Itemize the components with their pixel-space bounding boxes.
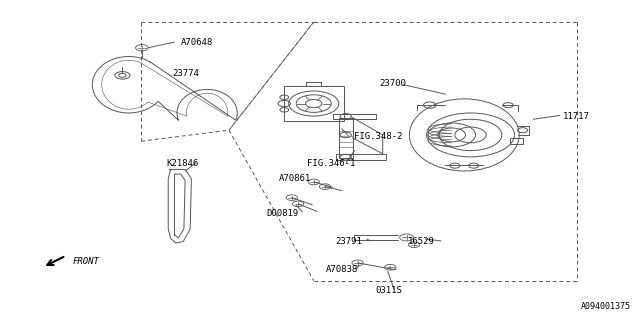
Text: A70861: A70861 <box>279 174 312 183</box>
Bar <box>284 86 344 121</box>
Text: 16529: 16529 <box>408 237 435 246</box>
Text: A094001375: A094001375 <box>580 302 630 311</box>
Text: FRONT: FRONT <box>72 257 99 267</box>
Bar <box>333 114 376 119</box>
Text: FIG.348-2: FIG.348-2 <box>355 132 403 141</box>
Text: A70838: A70838 <box>326 265 358 274</box>
Bar <box>339 118 353 158</box>
Text: 23700: 23700 <box>380 79 406 88</box>
Text: 23774: 23774 <box>173 69 200 78</box>
Bar <box>335 154 386 160</box>
Text: FIG.346-1: FIG.346-1 <box>307 159 356 168</box>
Text: 23791: 23791 <box>336 237 362 246</box>
Text: 11717: 11717 <box>563 112 590 121</box>
Bar <box>510 138 523 144</box>
Text: 0311S: 0311S <box>375 286 402 295</box>
Text: A70648: A70648 <box>180 38 213 47</box>
Text: K21846: K21846 <box>166 159 198 168</box>
Text: D00819: D00819 <box>267 209 299 218</box>
